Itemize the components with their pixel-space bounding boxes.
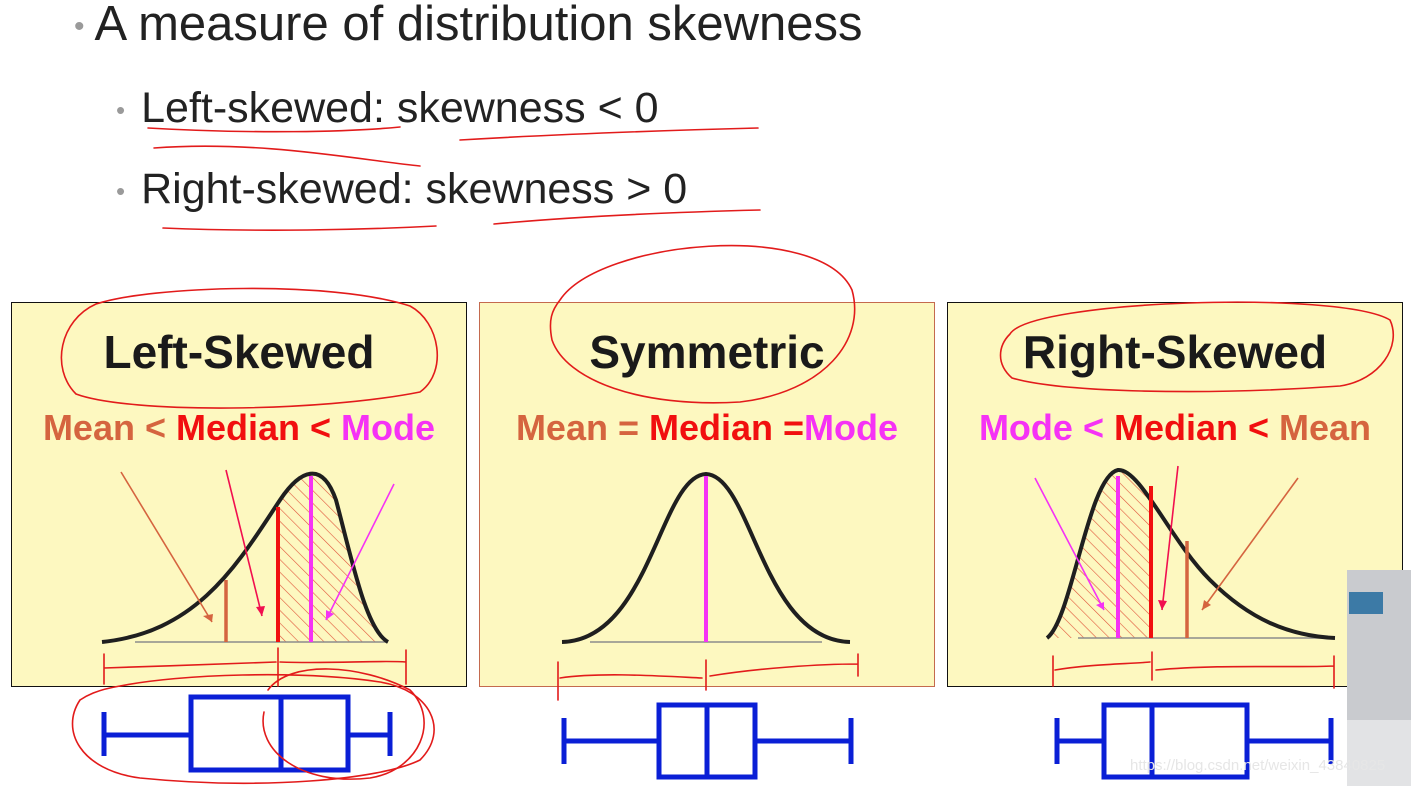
relation-mean: Mean xyxy=(42,407,135,448)
bullet-dot-icon: • xyxy=(116,95,126,126)
circle-boxplot-left xyxy=(71,673,435,784)
underline-left-skewed xyxy=(147,126,401,133)
boxplots xyxy=(101,694,1334,780)
webcam-thumbnail xyxy=(1347,570,1411,786)
wall-shape xyxy=(1347,720,1411,786)
watermark-text: https://blog.csdn.net/weixin_43840825 xyxy=(1130,757,1386,774)
relation-text: Mode < Median < Mean xyxy=(948,407,1402,449)
bullet-dot-icon: • xyxy=(116,176,126,207)
mode-arrow xyxy=(1034,477,1105,611)
median-arrow xyxy=(225,469,263,617)
relation-op: = xyxy=(607,407,649,448)
relation-text: Mean = Median =Mode xyxy=(480,407,934,449)
underline-right-skewed xyxy=(162,225,437,231)
panel-title: Right-Skewed xyxy=(1022,326,1328,378)
relation-median: Median xyxy=(649,407,774,448)
relation-op: < xyxy=(1072,407,1114,448)
underline-skewness-lt xyxy=(459,127,759,141)
range-arrows-symmetric xyxy=(557,653,859,701)
circle-boxplot-inner xyxy=(262,668,425,780)
circle-symmetric xyxy=(549,244,856,404)
distribution-curve xyxy=(561,471,851,644)
circle-right-skewed xyxy=(999,301,1395,393)
relation-op: < xyxy=(134,407,176,448)
bullet-dot-icon: • xyxy=(74,10,85,44)
mean-arrow xyxy=(1201,477,1299,611)
sub-bullet-right-skewed: • Right-skewed: skewness > 0 xyxy=(116,165,687,214)
relation-mode: Mode xyxy=(804,407,899,448)
main-bullet-text: A measure of distribution skewness xyxy=(94,0,863,51)
underline-left-skewed-2 xyxy=(153,145,421,167)
boxplot-left xyxy=(101,694,393,773)
boxplot-right xyxy=(1054,702,1334,780)
right-skewed-curve-group xyxy=(1034,465,1336,640)
relation-mode: Mode xyxy=(978,407,1073,448)
shaded-area xyxy=(1047,469,1151,638)
distribution-curve xyxy=(101,471,390,644)
arrowhead-icon xyxy=(203,614,213,622)
relation-mode: Mode xyxy=(341,407,436,448)
sub-bullet-left-skewed: • Left-skewed: skewness < 0 xyxy=(116,84,659,133)
relation-median: Median xyxy=(176,407,301,448)
relation-median: Median xyxy=(1113,407,1238,448)
arrowhead-icon xyxy=(256,606,265,616)
mode-arrow xyxy=(325,483,395,621)
mean-arrow xyxy=(120,471,213,623)
relation-op: < xyxy=(1237,407,1280,448)
underline-skewness-gt xyxy=(493,209,761,225)
range-arrows-left xyxy=(103,647,407,687)
sub-bullet-text: Right-skewed: skewness > 0 xyxy=(141,165,688,213)
arrowhead-icon xyxy=(1202,600,1211,610)
arrowhead-icon xyxy=(1158,600,1167,610)
handwritten-annotations xyxy=(60,126,1395,784)
panel-left-skewed: Left-Skewed Mean < Median < Mode xyxy=(11,302,467,687)
relation-mean: Mean xyxy=(515,407,608,448)
left-skewed-curve-group xyxy=(101,469,395,644)
relation-mean: Mean xyxy=(1279,407,1372,448)
arrowhead-icon xyxy=(326,610,334,620)
boxplot-symmetric xyxy=(561,702,854,780)
range-arrows-right xyxy=(1052,651,1335,689)
relation-op: = xyxy=(773,407,805,448)
symmetric-curve-group xyxy=(561,471,851,644)
arrowhead-icon xyxy=(1096,602,1104,610)
circle-left-skewed xyxy=(60,287,438,409)
panel-title: Left-Skewed xyxy=(103,326,375,378)
panel-title: Symmetric xyxy=(589,326,825,378)
relation-text: Mean < Median < Mode xyxy=(12,407,466,449)
median-arrow xyxy=(1161,465,1179,611)
painting-icon xyxy=(1349,592,1383,614)
relation-op: < xyxy=(300,407,342,448)
sub-bullet-text: Left-skewed: skewness < 0 xyxy=(141,84,659,132)
main-bullet: • A measure of distribution skewness xyxy=(74,0,863,52)
